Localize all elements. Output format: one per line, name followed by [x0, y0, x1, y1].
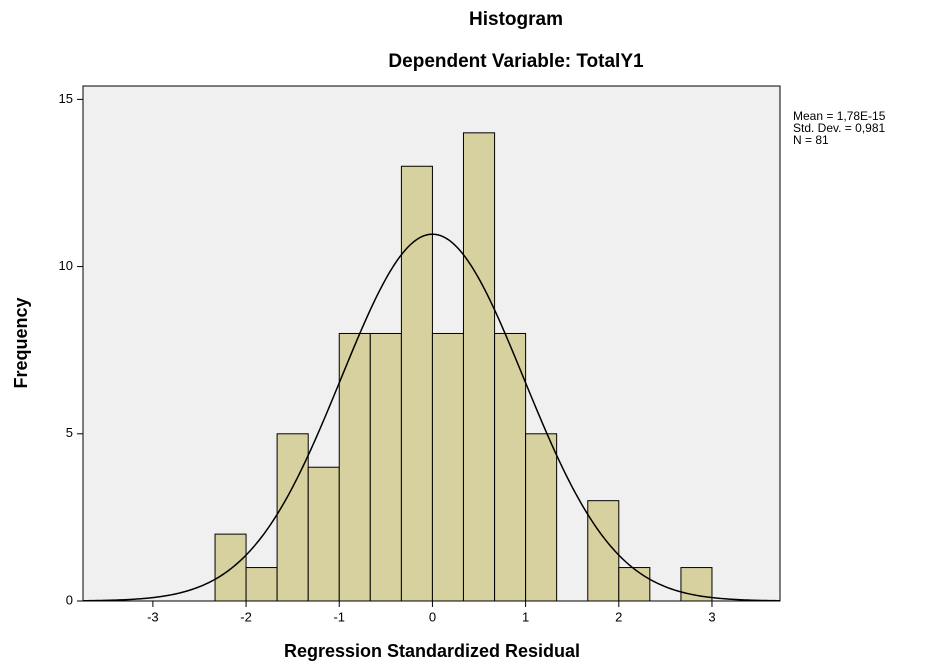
bar [369, 332, 402, 602]
x-tick-label: 0 [429, 609, 436, 624]
x-tick-label: 2 [615, 609, 622, 624]
bar [494, 332, 527, 602]
bar [307, 466, 340, 602]
x-tick-label: -2 [240, 609, 252, 624]
normal-curve [82, 233, 781, 602]
bar [525, 433, 558, 602]
chart-title: Histogram [469, 9, 563, 30]
y-tick-label: 10 [59, 258, 73, 273]
x-tick-label: -3 [147, 609, 159, 624]
y-axis-title: Frequency [11, 297, 31, 388]
y-tick-label: 15 [59, 91, 73, 106]
x-tick-label: 3 [708, 609, 715, 624]
bar [618, 567, 651, 602]
bar [338, 332, 371, 602]
bar [400, 165, 433, 602]
x-tick-label: -1 [333, 609, 345, 624]
bar [276, 433, 309, 602]
bar [462, 132, 496, 602]
stats-text: N = 81 [793, 133, 829, 147]
y-tick-label: 0 [66, 592, 73, 607]
x-axis-title: Regression Standardized Residual [284, 641, 580, 661]
bar [587, 500, 620, 602]
chart-subtitle: Dependent Variable: TotalY1 [388, 51, 644, 72]
x-tick-label: 1 [522, 609, 529, 624]
stats-text: Std. Dev. = 0,981 [793, 121, 885, 135]
bar [214, 533, 247, 602]
bar [431, 332, 464, 602]
y-tick-label: 5 [66, 425, 73, 440]
bar [245, 567, 278, 602]
stats-text: Mean = 1,78E-15 [793, 109, 886, 123]
